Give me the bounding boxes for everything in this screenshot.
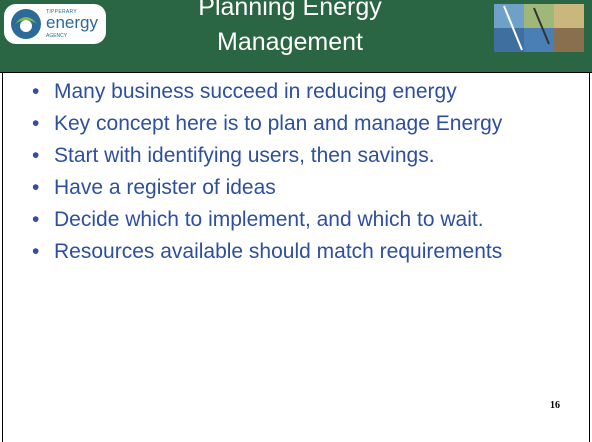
bullet-item: Many business succeed in reducing energy [26, 79, 582, 104]
border [2, 73, 3, 442]
photo-collage [494, 4, 584, 52]
logo-text: AGENCY [46, 33, 67, 39]
logo: TIPPERARY energy AGENCY [4, 4, 106, 44]
logo-icon [6, 4, 46, 44]
border [589, 73, 590, 442]
slide: TIPPERARY energy AGENCY Planning Energy … [0, 0, 592, 442]
bullet-item: Resources available should match require… [26, 239, 582, 264]
bullet-item: Start with identifying users, then savin… [26, 143, 582, 168]
page-number: 16 [550, 400, 560, 411]
logo-text: energy [46, 14, 98, 32]
bullet-item: Have a register of ideas [26, 175, 582, 200]
divider [0, 72, 592, 73]
bullet-item: Key concept here is to plan and manage E… [26, 111, 582, 136]
slide-title: Planning Energy Management [140, 0, 440, 60]
bullet-list: Many business succeed in reducing energy… [26, 79, 582, 271]
header: TIPPERARY energy AGENCY Planning Energy … [0, 0, 592, 72]
bullet-item: Decide which to implement, and which to … [26, 207, 582, 232]
